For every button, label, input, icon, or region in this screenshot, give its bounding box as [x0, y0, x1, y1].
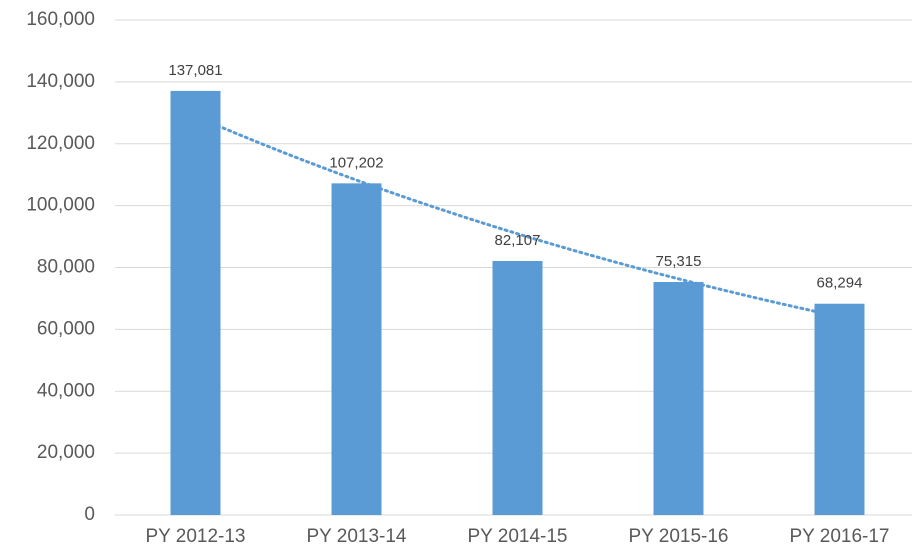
y-tick-label: 160,000 [26, 9, 95, 30]
data-label: 137,081 [168, 62, 222, 79]
y-tick-label: 80,000 [37, 257, 95, 278]
data-label: 75,315 [656, 253, 702, 270]
y-tick-label: 0 [84, 504, 95, 525]
y-tick-label: 140,000 [26, 71, 95, 92]
y-tick-label: 100,000 [26, 195, 95, 216]
x-tick-label: PY 2013-14 [306, 526, 406, 547]
data-label: 107,202 [329, 154, 383, 171]
bar [653, 281, 704, 515]
data-label: 82,107 [495, 232, 541, 249]
trendline [194, 114, 841, 319]
y-tick-label: 40,000 [37, 380, 95, 401]
y-tick-label: 20,000 [37, 442, 95, 463]
x-tick-label: PY 2015-16 [628, 526, 728, 547]
y-tick-label: 60,000 [37, 318, 95, 339]
bar [492, 260, 543, 515]
bar [814, 303, 865, 515]
x-tick-label: PY 2012-13 [145, 526, 245, 547]
x-tick-label: PY 2014-15 [467, 526, 567, 547]
y-tick-label: 120,000 [26, 133, 95, 154]
bar [170, 90, 221, 516]
bar [331, 183, 382, 515]
data-label: 68,294 [817, 275, 863, 292]
x-tick-label: PY 2016-17 [789, 526, 889, 547]
